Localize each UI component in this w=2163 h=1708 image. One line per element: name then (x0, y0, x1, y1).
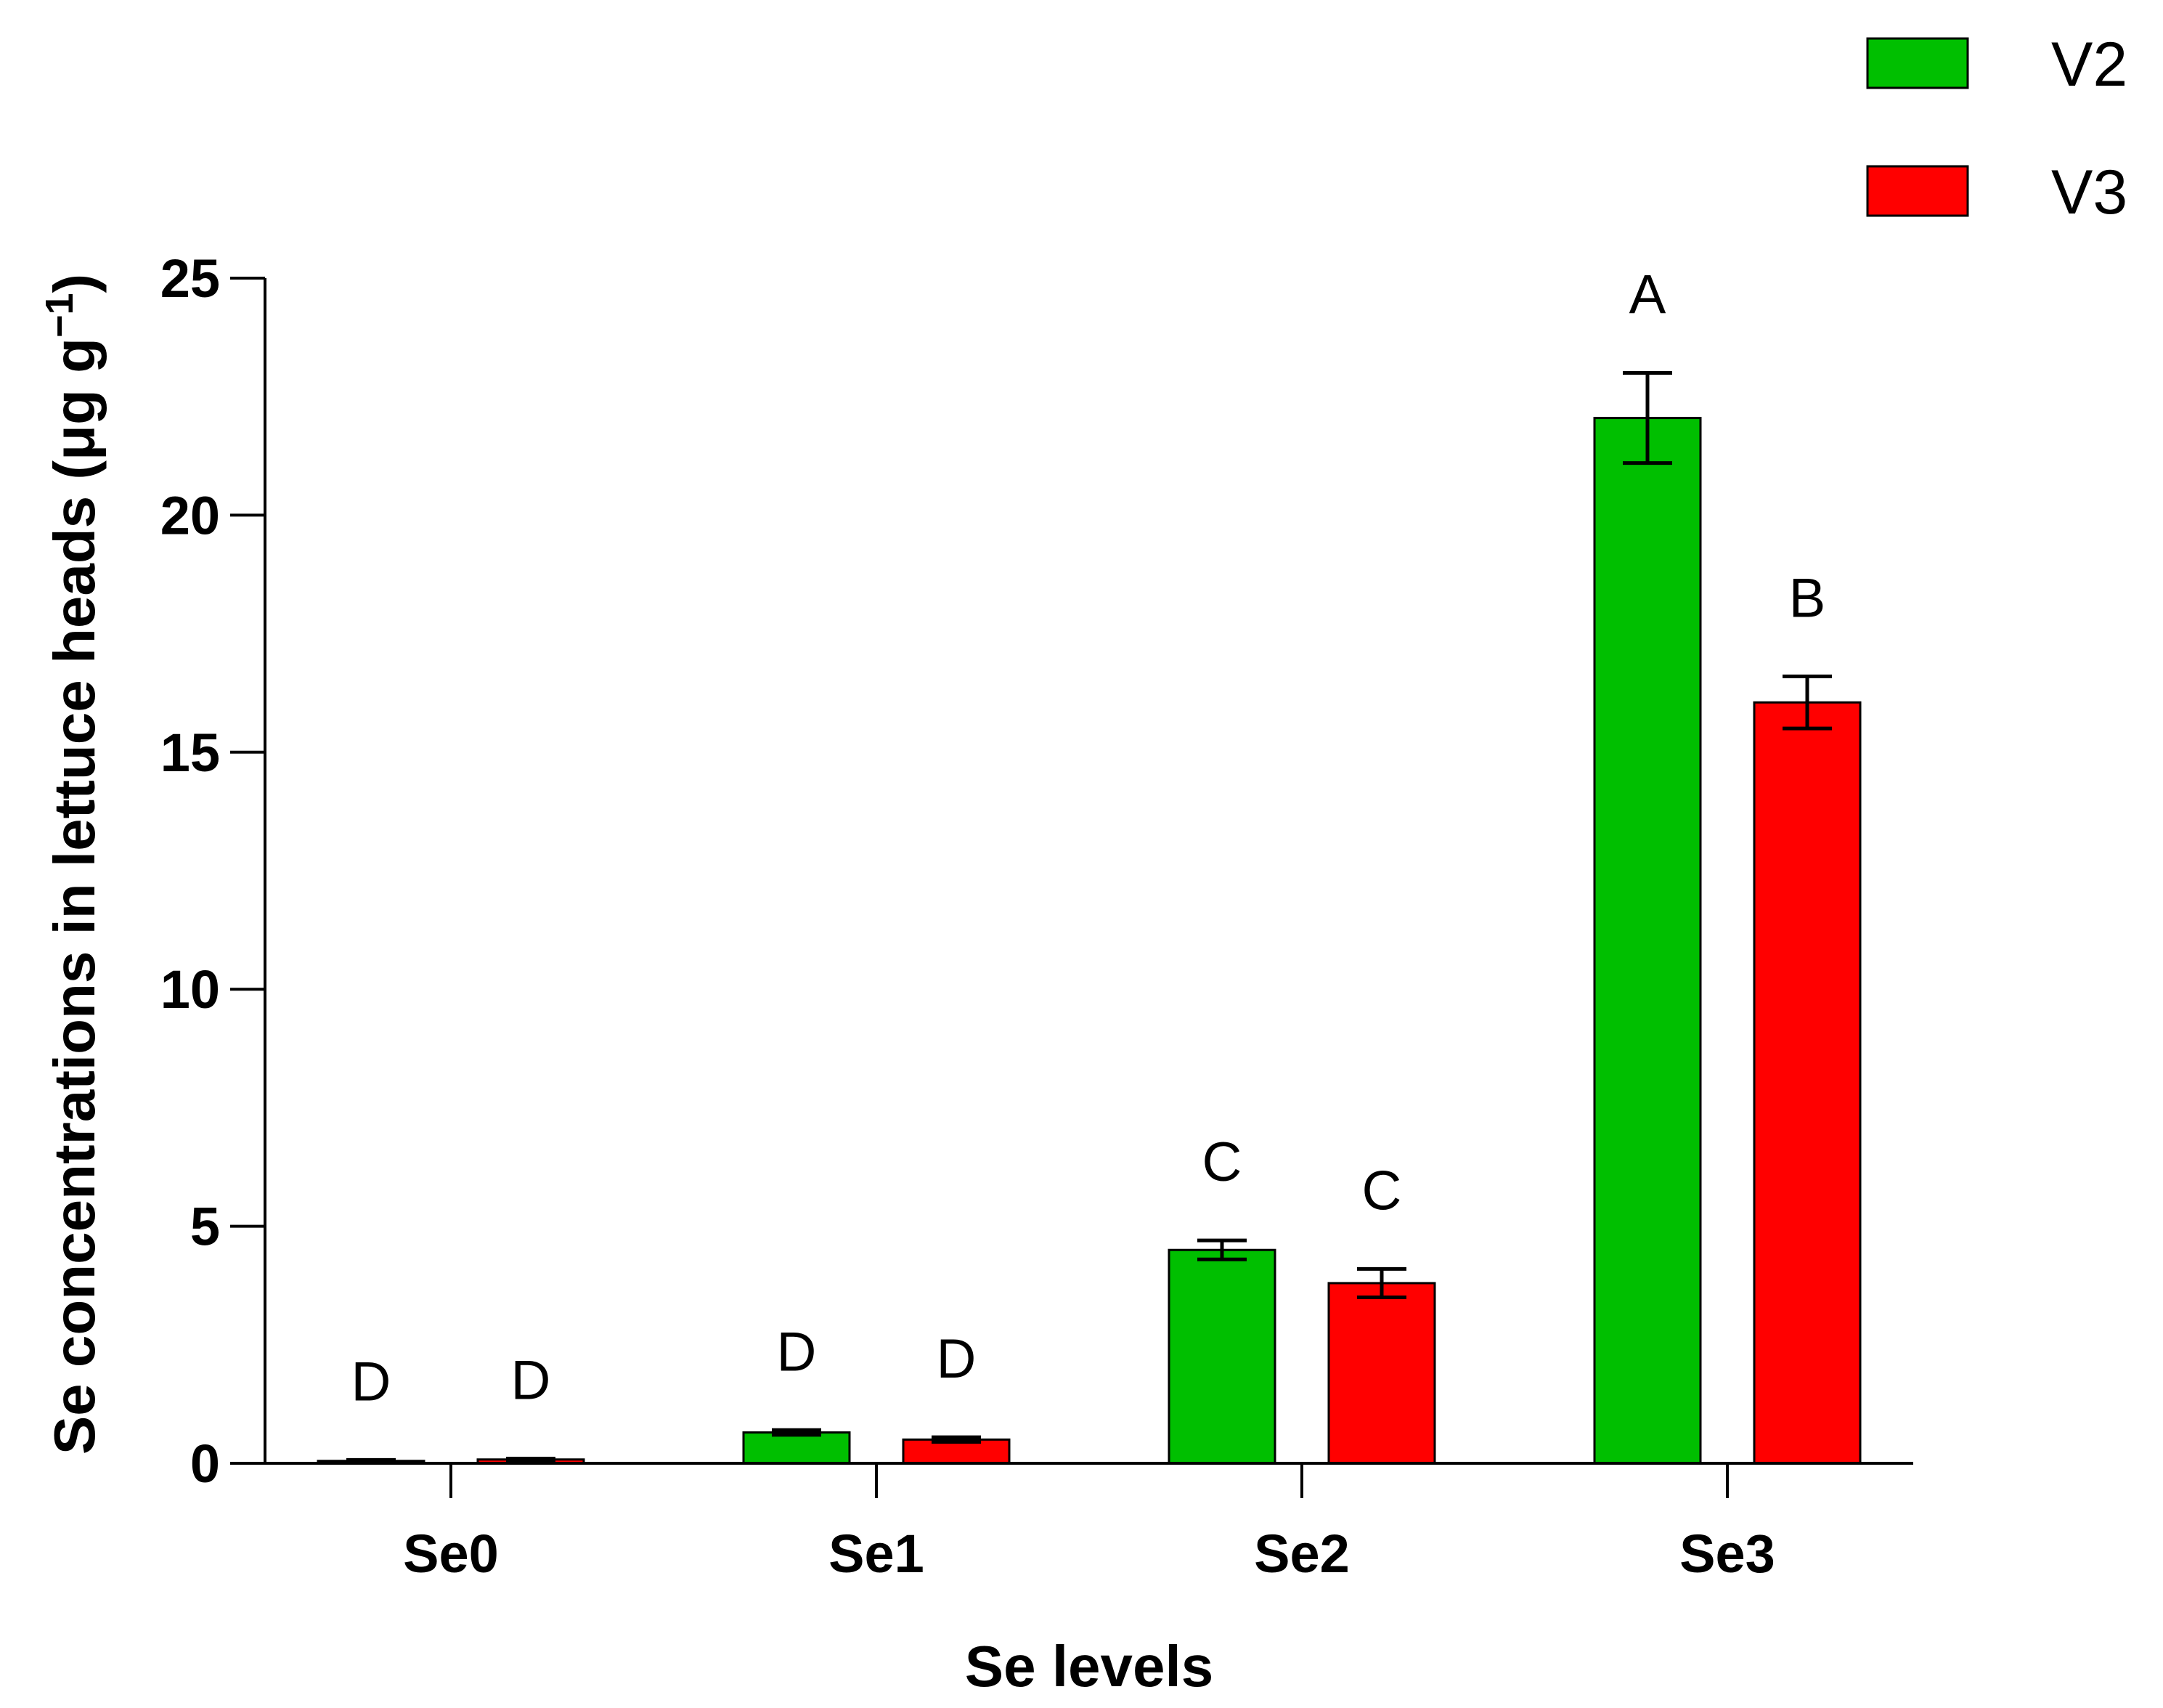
sig-letter-v2-se2: C (1202, 1131, 1242, 1193)
legend-label-v2: V2 (2051, 30, 2127, 99)
sig-letter-v2-se1: D (777, 1321, 817, 1383)
x-axis-title: Se levels (965, 1634, 1214, 1699)
x-tick-label-se1: Se1 (828, 1524, 924, 1584)
bar-v3-se2 (1327, 1282, 1436, 1465)
sig-letter-v3-se1: D (937, 1328, 977, 1390)
y-axis-title-superscript: −1 (38, 293, 81, 338)
error-bar-v3-se3 (1783, 674, 1832, 731)
sig-letter-v3-se0: D (511, 1349, 551, 1411)
bars-layer (317, 417, 1862, 1465)
sig-letter-v2-se0: D (351, 1351, 391, 1412)
y-tick-label-25: 25 (160, 248, 220, 309)
y-tick-label-10: 10 (160, 959, 220, 1020)
y-axis-title: Se concentrations in lettuce heads (μg g… (38, 274, 107, 1455)
sig-letter-v3-se2: C (1362, 1160, 1402, 1221)
x-tick-label-se3: Se3 (1679, 1524, 1775, 1584)
y-tick-label-15: 15 (160, 723, 220, 783)
error-bar-v3-se1 (932, 1435, 981, 1444)
y-ticks: 0 5 10 15 20 25 (160, 248, 265, 1494)
y-axis-title-close: ) (42, 274, 107, 293)
error-bar-v3-se0 (506, 1456, 555, 1463)
bar-v3-se3 (1753, 701, 1862, 1465)
y-tick-label-20: 20 (160, 485, 220, 545)
legend-label-v3: V3 (2051, 158, 2127, 227)
y-axis-title-main: Se concentrations in lettuce heads (μg g (42, 338, 107, 1455)
error-bar-v2-se1 (772, 1428, 821, 1437)
error-bar-v3-se2 (1357, 1266, 1406, 1300)
bar-v2-se1 (742, 1431, 851, 1465)
error-bars-layer (346, 371, 1832, 1464)
error-bar-v2-se3 (1623, 371, 1672, 465)
error-bar-v2-se2 (1197, 1238, 1247, 1261)
bar-v2-se2 (1168, 1248, 1276, 1465)
bar-v2-se3 (1593, 417, 1702, 1465)
y-tick-label-5: 5 (190, 1197, 220, 1257)
significance-letters-layer: D D C A D D C B (351, 264, 1826, 1413)
sig-letter-v2-se3: A (1629, 264, 1666, 326)
error-bar-v2-se0 (346, 1457, 396, 1464)
x-tick-label-se0: Se0 (403, 1524, 499, 1584)
legend-swatch-v3 (1866, 165, 1969, 217)
legend-swatch-v2 (1866, 37, 1969, 89)
x-tick-label-se2: Se2 (1254, 1524, 1350, 1584)
legend: V2 V3 (1866, 30, 2127, 227)
x-ticks: Se0 Se1 Se2 Se3 (403, 1463, 1775, 1584)
y-tick-label-0: 0 (190, 1434, 220, 1494)
sig-letter-v3-se3: B (1789, 567, 1826, 629)
